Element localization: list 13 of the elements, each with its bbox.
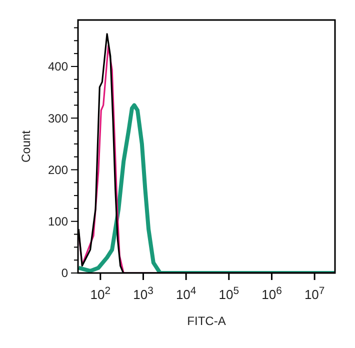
- y-axis-title: Count: [19, 130, 33, 163]
- y-tick-label: 300: [48, 111, 68, 126]
- x-tick-label: 10$^{6}$: [262, 286, 282, 302]
- x-tick-label: 10$^{5}$: [218, 286, 240, 302]
- x-tick-label: 10$^{4}$: [176, 286, 196, 302]
- x-tick-label: 10$^{7}$: [304, 286, 325, 302]
- x-tick-label: 10$^{3}$: [133, 286, 154, 302]
- x-tick-label: 10$^{2}$: [90, 286, 111, 302]
- y-tick-label: 200: [48, 162, 68, 177]
- y-tick-label: 100: [48, 214, 68, 229]
- x-axis-title: FITC-A: [187, 314, 226, 328]
- y-tick-label: 400: [48, 60, 68, 74]
- y-tick-label: 0: [61, 266, 68, 280]
